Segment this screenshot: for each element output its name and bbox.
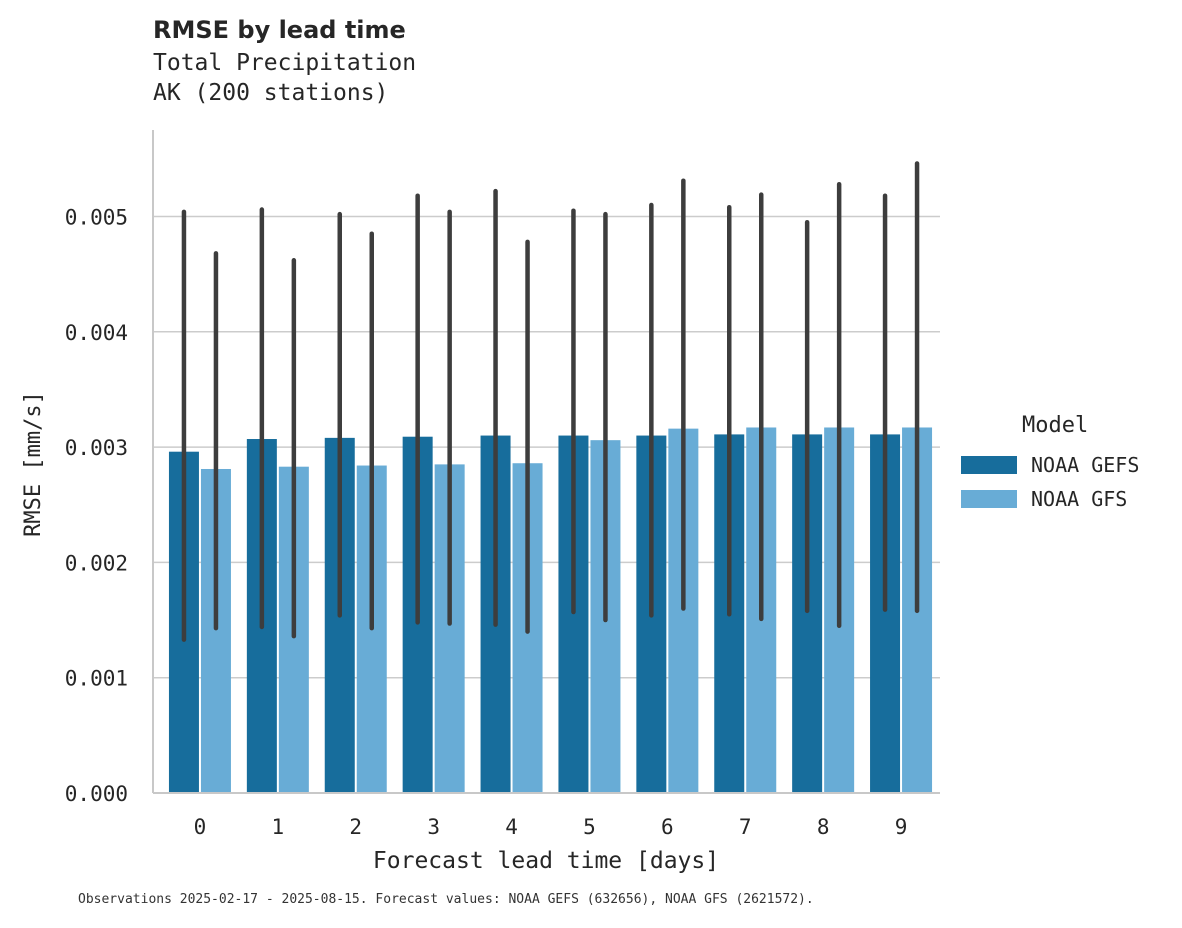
bars (168, 427, 933, 793)
legend-item-noaa-gfs: NOAA GFS (961, 485, 1127, 513)
axes (152, 130, 940, 794)
y-tick-label: 0.005 (65, 205, 128, 229)
y-tick-label: 0.001 (65, 667, 128, 691)
x-tick-label: 2 (349, 815, 362, 839)
chart-title: RMSE by lead time (153, 16, 406, 44)
chart-subtitle-variable: Total Precipitation (153, 50, 417, 76)
y-tick-label: 0.004 (65, 321, 128, 345)
footer-note: Observations 2025-02-17 - 2025-08-15. Fo… (78, 892, 814, 907)
y-tick-label: 0.002 (65, 551, 128, 575)
x-tick-label: 1 (272, 815, 285, 839)
x-tick-label: 4 (505, 815, 518, 839)
y-tick-labels: 0.000 0.001 0.002 0.003 0.004 0.005 (65, 205, 128, 806)
legend-title: Model (1022, 413, 1089, 438)
x-tick-label: 6 (661, 815, 674, 839)
y-axis-label: RMSE [mm/s] (21, 391, 46, 537)
legend-label-noaa-gefs: NOAA GEFS (1031, 453, 1140, 477)
chart-subtitle-region: AK (200 stations) (153, 80, 389, 106)
legend-swatch-noaa-gfs (961, 490, 1017, 508)
y-tick-label: 0.003 (65, 436, 128, 460)
x-tick-label: 0 (194, 815, 207, 839)
x-tick-label: 8 (817, 815, 830, 839)
legend-label-noaa-gfs: NOAA GFS (1031, 487, 1128, 511)
y-tick-label: 0.000 (65, 782, 128, 806)
legend-swatch-noaa-gefs (961, 456, 1017, 474)
legend-item-noaa-gefs: NOAA GEFS (961, 451, 1139, 479)
x-tick-label: 9 (895, 815, 908, 839)
x-tick-label: 7 (739, 815, 752, 839)
x-axis-label: Forecast lead time [days] (373, 848, 719, 874)
error-bars (181, 161, 920, 642)
x-tick-labels: 0 1 2 3 4 5 6 7 8 9 (194, 815, 908, 839)
x-tick-label: 5 (583, 815, 596, 839)
x-tick-label: 3 (427, 815, 440, 839)
